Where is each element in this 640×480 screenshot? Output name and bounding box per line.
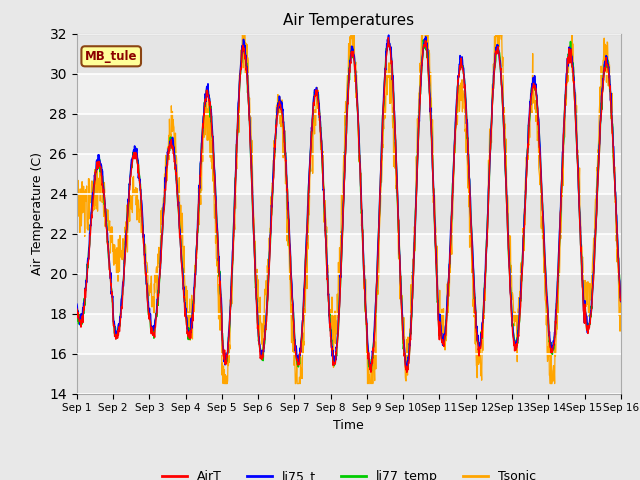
Bar (77, 34, 621, 73)
Bar (77, 354, 621, 394)
Text: MB_tule: MB_tule (85, 50, 138, 63)
Title: Air Temperatures: Air Temperatures (284, 13, 414, 28)
Legend: AirT, li75_t, li77_temp, Tsonic: AirT, li75_t, li77_temp, Tsonic (157, 465, 541, 480)
Bar (77, 114, 621, 154)
X-axis label: Time: Time (333, 419, 364, 432)
Bar (77, 274, 621, 313)
Bar (77, 193, 621, 234)
Y-axis label: Air Temperature (C): Air Temperature (C) (31, 152, 44, 275)
